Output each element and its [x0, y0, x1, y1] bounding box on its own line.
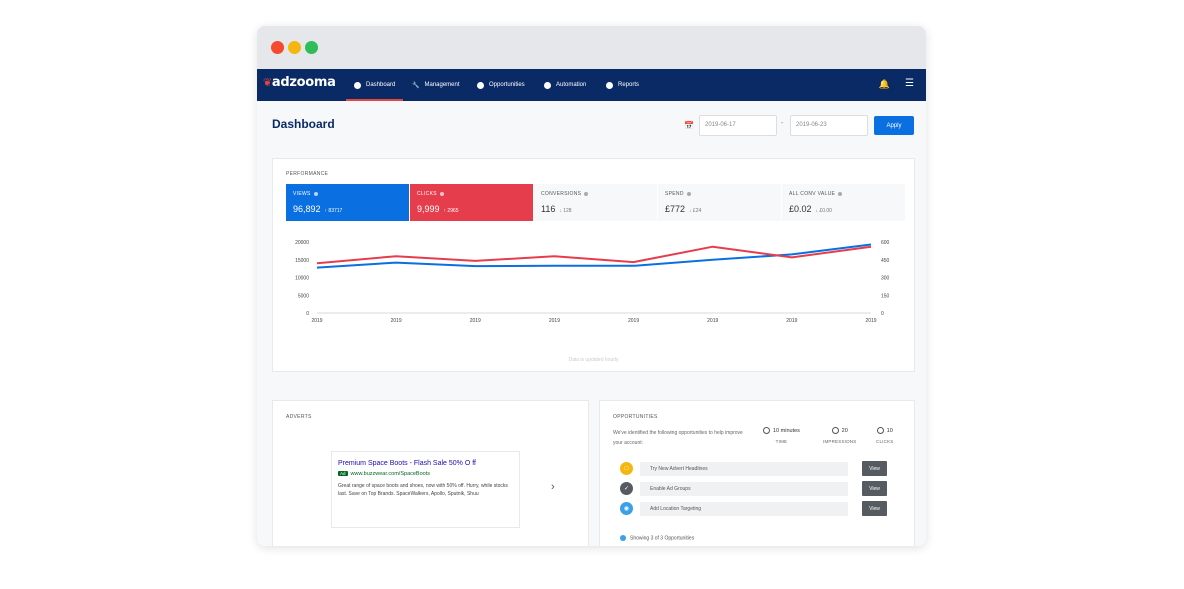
chart-note: Data is updated hourly: [568, 357, 619, 363]
wrench-icon: 🔧: [412, 82, 420, 89]
metric-all-conv-value[interactable]: ALL CONV VALUE £0.02 ↓ £0.00: [782, 184, 905, 221]
opportunities-icon: [477, 81, 484, 89]
browser-window: ❦adzooma Dashboard 🔧 Management Opportuni…: [257, 26, 926, 546]
performance-label: PERFORMANCE: [286, 171, 329, 177]
location-icon: ◉: [620, 502, 633, 515]
mouse-icon: [876, 427, 884, 434]
stat-impressions: 20 IMPRESSIONS: [823, 427, 857, 444]
adverts-label: ADVERTS: [286, 414, 312, 420]
y-right-tick-label: 150: [881, 293, 890, 299]
check-icon: ✓: [620, 482, 633, 495]
opportunities-label: OPPORTUNITIES: [613, 414, 658, 420]
ad-description: Great range of space boots and shoes, no…: [338, 483, 508, 497]
y-right-tick-label: 300: [881, 276, 890, 282]
notification-bell-icon[interactable]: 🔔: [878, 79, 890, 89]
y-left-tick-label: 0: [306, 311, 309, 317]
opportunities-card: OPPORTUNITIES We've identified the follo…: [599, 400, 915, 546]
metric-spend[interactable]: SPEND £772 ↓ £24: [658, 184, 781, 221]
info-icon: [838, 191, 843, 196]
automation-icon: [544, 81, 551, 89]
opportunity-label: Add Location Targeting: [640, 502, 848, 516]
nav-reports[interactable]: Reports: [606, 69, 639, 101]
close-window-button[interactable]: [271, 41, 284, 54]
ad-badge: Ad: [338, 471, 348, 476]
ad-title[interactable]: Premium Space Boots - Flash Sale 50% O f…: [338, 460, 476, 467]
x-tick-label: 2019: [628, 318, 639, 324]
info-icon: [313, 191, 318, 196]
top-nav: ❦adzooma Dashboard 🔧 Management Opportuni…: [257, 69, 926, 101]
series-line-clicks: [316, 245, 872, 265]
date-separator: -: [781, 120, 784, 127]
window-chrome: [257, 26, 926, 69]
opportunity-label: Enable Ad Groups: [640, 482, 848, 496]
minimize-window-button[interactable]: [288, 41, 301, 54]
feather-icon: ❦: [263, 76, 272, 89]
stat-time: 10 minutes TIME: [763, 427, 800, 444]
performance-card: PERFORMANCE VIEWS 96,892 ↑ 83717 CLICKS 9…: [272, 158, 915, 372]
ad-url: Ad www.buzzwear.com/SpaceBoots: [338, 471, 430, 477]
y-left-tick-label: 20000: [295, 240, 309, 246]
stat-clicks: 10 CLICKS: [876, 427, 894, 444]
maximize-window-button[interactable]: [305, 41, 318, 54]
adzooma-logo[interactable]: ❦adzooma: [263, 75, 336, 90]
x-tick-label: 2019: [391, 318, 402, 324]
y-right-tick-label: 600: [881, 240, 890, 246]
apply-button[interactable]: Apply: [874, 116, 914, 135]
y-left-tick-label: 5000: [298, 293, 309, 299]
y-left-tick-label: 15000: [295, 258, 309, 264]
y-right-tick-label: 450: [881, 258, 890, 264]
metric-conversions[interactable]: CONVERSIONS 116 ↓ 128: [534, 184, 657, 221]
date-from-input[interactable]: 2019-06-17: [699, 115, 777, 136]
view-button[interactable]: View: [862, 461, 887, 476]
nav-dashboard[interactable]: Dashboard: [345, 69, 404, 101]
dashboard-icon: [354, 81, 361, 89]
x-tick-label: 2019: [707, 318, 718, 324]
view-button[interactable]: View: [862, 481, 887, 496]
headline-icon: □: [620, 462, 633, 475]
info-icon: [584, 191, 589, 196]
info-dot-icon: [620, 535, 626, 541]
y-left-tick-label: 10000: [295, 276, 309, 282]
adverts-card: ADVERTS Premium Space Boots - Flash Sale…: [272, 400, 589, 546]
chevron-right-icon[interactable]: ›: [551, 481, 555, 493]
opportunity-label: Try New Advert Headlines: [640, 462, 848, 476]
x-tick-label: 2019: [786, 318, 797, 324]
x-tick-label: 2019: [470, 318, 481, 324]
x-tick-label: 2019: [549, 318, 560, 324]
metric-views[interactable]: VIEWS 96,892 ↑ 83717: [286, 184, 409, 221]
opportunities-intro: We've identified the following opportuni…: [613, 430, 743, 446]
page-title: Dashboard: [272, 117, 335, 131]
info-icon: [439, 191, 444, 196]
nav-management[interactable]: 🔧 Management: [412, 82, 460, 89]
calendar-icon[interactable]: 📅: [684, 121, 694, 130]
stopwatch-icon: [763, 427, 770, 434]
eye-icon: [831, 427, 839, 434]
nav-automation[interactable]: Automation: [544, 69, 586, 101]
view-button[interactable]: View: [862, 501, 887, 516]
hamburger-menu-icon[interactable]: ☰: [905, 78, 914, 89]
y-right-tick-label: 0: [881, 311, 884, 317]
x-tick-label: 2019: [311, 318, 322, 324]
opportunities-footer: Showing 3 of 3 Opportunities: [620, 535, 694, 541]
metric-clicks[interactable]: CLICKS 9,999 ↑ 2965: [410, 184, 533, 221]
nav-opportunities[interactable]: Opportunities: [477, 69, 525, 101]
ad-preview[interactable]: Premium Space Boots - Flash Sale 50% O f…: [331, 451, 520, 528]
x-tick-label: 2019: [865, 318, 876, 324]
info-icon: [686, 191, 691, 196]
reports-icon: [606, 81, 613, 89]
date-to-input[interactable]: 2019-06-23: [790, 115, 868, 136]
